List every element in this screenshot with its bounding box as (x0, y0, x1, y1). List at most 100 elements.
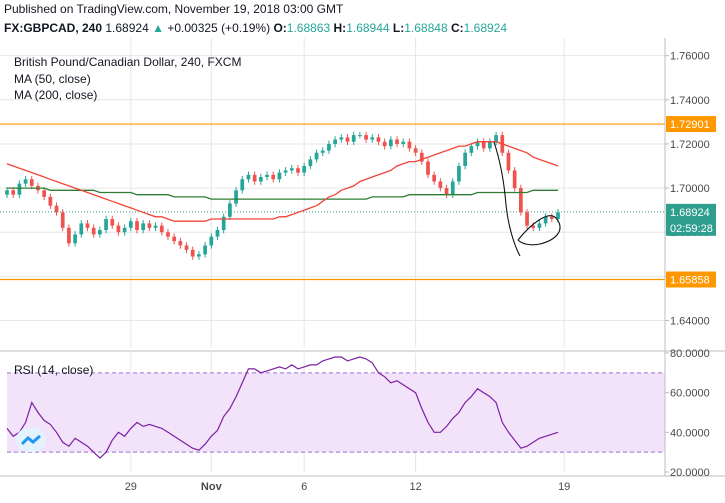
time-tick-label: Nov (201, 481, 223, 493)
price-line-badge-text: 1.65858 (670, 275, 710, 287)
candle (29, 179, 34, 186)
candle (54, 205, 59, 213)
candle (339, 137, 344, 140)
close-label: C: (450, 21, 464, 35)
rsi-tick-label: 40.0000 (670, 427, 710, 439)
price-line-badge (666, 116, 716, 133)
time-tick-label: 12 (409, 481, 421, 493)
candlesticks (5, 131, 560, 260)
candle (258, 177, 263, 182)
current-price-badge (666, 203, 716, 236)
rsi-axis-labels: 80.0000 60.0000 40.0000 20.0000 (665, 348, 710, 479)
candle (444, 188, 449, 195)
change-value: +0.00325 (+0.19%) (167, 21, 271, 35)
candle (11, 190, 16, 195)
high-value: 1.68944 (346, 21, 390, 35)
candle (85, 223, 90, 228)
price-line-badge (666, 271, 716, 288)
candle (271, 174, 276, 180)
candle (79, 223, 84, 235)
price-tick-label: 1.74000 (670, 95, 710, 107)
candle (190, 249, 195, 257)
candle (48, 196, 53, 206)
candle (407, 141, 412, 149)
low-label: L: (392, 21, 405, 35)
ma-50-line (6, 141, 559, 222)
price-tick-label: 1.70000 (670, 183, 710, 195)
time-tick-label: 6 (301, 481, 307, 493)
candle (209, 236, 214, 246)
candle (246, 174, 251, 180)
candle (289, 168, 294, 171)
candle (525, 212, 529, 226)
candle (426, 161, 430, 175)
candle (506, 152, 511, 171)
annotation-circle (517, 215, 561, 246)
candle (203, 245, 207, 255)
ma200-legend: MA (200, close) (14, 88, 97, 102)
candle (42, 190, 47, 197)
candle (147, 223, 152, 228)
ohlc-line: FX:GBPCAD, 240 1.68924 ▲ +0.00325 (+0.19… (4, 21, 507, 35)
candle (116, 225, 121, 233)
candle (364, 135, 368, 140)
candle (228, 203, 232, 217)
candle (308, 159, 313, 167)
last-price: 1.68924 (105, 21, 149, 35)
candle (153, 225, 158, 228)
candle (302, 166, 307, 173)
candle (60, 212, 65, 228)
symbol-label: FX:GBPCAD, 240 (4, 21, 103, 35)
published-line: Published on TradingView.com, November 1… (4, 2, 344, 16)
candle (395, 139, 399, 144)
candle (494, 135, 498, 142)
price-tick-label: 1.72000 (670, 139, 710, 151)
candle (67, 227, 71, 244)
candle (178, 241, 183, 246)
candle (172, 236, 177, 242)
candle (327, 143, 331, 151)
candle (518, 188, 523, 213)
candle (166, 232, 170, 237)
candle (450, 181, 455, 195)
candle (159, 225, 164, 233)
candle (73, 234, 77, 244)
candle (240, 179, 245, 191)
candle (17, 183, 22, 195)
time-tick-label: 19 (558, 481, 570, 493)
price-tick-label: 1.64000 (670, 316, 710, 328)
open-value: 1.68863 (286, 21, 331, 35)
candle (283, 170, 288, 173)
hand-drawn-annotation (493, 141, 561, 257)
candle (457, 166, 461, 182)
candle (345, 137, 350, 142)
candle (141, 223, 146, 231)
candle (122, 227, 127, 233)
candle (197, 254, 201, 257)
low-value: 1.68848 (404, 21, 448, 35)
candle (5, 190, 9, 195)
time-tick-label: 29 (125, 481, 137, 493)
price-tick-label: 1.76000 (670, 51, 710, 63)
candle (488, 141, 492, 149)
candle (252, 174, 257, 182)
candle (23, 179, 28, 184)
rsi-line (6, 356, 559, 459)
horizontal-price-lines (0, 123, 665, 453)
candle (438, 181, 443, 189)
candle (98, 230, 102, 235)
candle (351, 135, 356, 142)
candle (234, 190, 238, 204)
candle (91, 227, 96, 235)
candle (135, 221, 139, 231)
candle (333, 139, 337, 144)
annotation-stroke (493, 141, 521, 257)
candle (469, 146, 474, 153)
price-line-badge-text: 1.72901 (670, 119, 710, 131)
candle (320, 150, 325, 153)
candle (549, 216, 554, 219)
countdown-text: 02:59:28 (670, 223, 713, 235)
candle (401, 141, 406, 144)
